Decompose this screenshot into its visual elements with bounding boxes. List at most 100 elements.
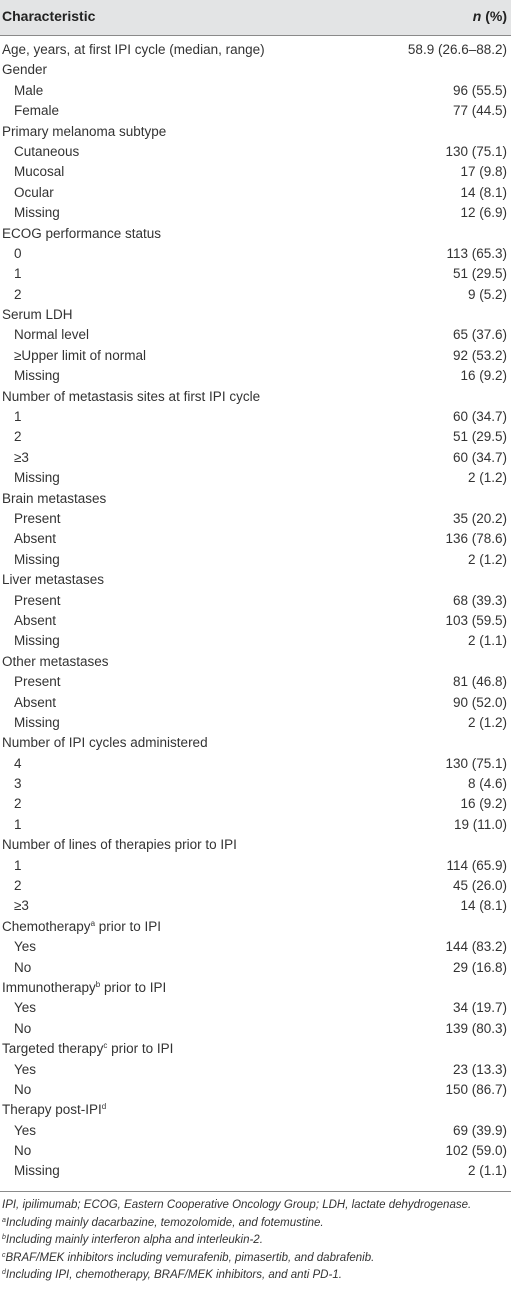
row-value: 96 (55.5) [452,82,507,98]
row-value: 113 (65.3) [446,245,507,261]
row-label-text: Therapy post-IPI [2,1102,102,1118]
header-characteristic: Characteristic [2,8,96,24]
row-label-text: Missing [14,1163,60,1179]
row-value: 16 (9.2) [460,368,507,384]
footnote-text: Including mainly dacarbazine, temozolomi… [5,1216,324,1229]
table-section-row: Number of lines of therapies prior to IP… [0,835,511,855]
table-row: 1 19 (11.0) [0,815,511,835]
table-body: Age, years, at first IPI cycle (median, … [0,40,511,1182]
row-value: 45 (26.0) [452,878,507,894]
row-label-text: Female [14,103,60,119]
row-label-text: Male [14,82,44,98]
row-label: 3 [14,774,22,794]
row-label-text: Present [14,510,61,526]
row-value: 19 (11.0) [453,816,507,832]
table-section-row: Therapy post-IPId [0,1100,511,1120]
row-label: Primary melanoma subtype [2,122,166,142]
row-value: 14 (8.1) [460,898,507,914]
row-value: 77 (44.5) [452,103,507,119]
table-row: Missing 2 (1.2) [0,713,511,733]
row-label-text: 1 [14,816,22,832]
table-section-row: Liver metastases [0,570,511,590]
row-label: Age, years, at first IPI cycle (median, … [2,40,265,60]
row-value: 150 (86.7) [445,1081,507,1097]
table-row: 4 130 (75.1) [0,754,511,774]
row-value: 60 (34.7) [452,409,507,425]
row-label: ECOG performance status [2,224,161,244]
footnote-marker: b [95,979,101,989]
table-bottom-rule [0,1191,511,1192]
row-label: 4 [14,754,22,774]
footnote-text: Including IPI, chemotherapy, BRAF/MEK in… [5,1269,342,1281]
row-label: Number of IPI cycles administered [2,733,208,753]
row-value: 8 (4.6) [467,776,507,792]
row-value: 130 (75.1) [445,755,507,771]
row-label: No [14,1141,31,1161]
row-label: Mucosal [14,162,64,182]
table-row: 2 45 (26.0) [0,876,511,896]
row-label: Absent [14,529,56,549]
row-label: Yes [14,998,36,1018]
row-value: 17 (9.8) [460,164,507,180]
table-row: Yes 34 (19.7) [0,998,511,1018]
row-label: Female [14,101,59,121]
table-row: Normal level 65 (37.6) [0,325,511,345]
row-label-text: 1 [14,857,22,873]
table-row: No 102 (59.0) [0,1141,511,1161]
row-value: 14 (8.1) [460,184,507,200]
row-label: Targeted therapyc prior to IPI [2,1039,173,1059]
row-label: Missing [14,631,60,651]
footnote: cBRAF/MEK inhibitors including vemurafen… [2,1250,502,1268]
row-label-text: Liver metastases [2,572,105,588]
row-label-text: 2 [14,796,22,812]
row-label: Chemotherapya prior to IPI [2,917,161,937]
table-row: Missing 2 (1.1) [0,631,511,651]
footnote: dIncluding IPI, chemotherapy, BRAF/MEK i… [2,1267,502,1285]
row-label-text: Number of lines of therapies prior to IP… [2,837,237,853]
header-n-rest: (%) [481,8,507,24]
row-value: 34 (19.7) [452,1000,507,1016]
row-label-text: Missing [14,368,60,384]
row-label: Gender [2,60,47,80]
table-row: 1 60 (34.7) [0,407,511,427]
row-label-text: 1 [14,409,22,425]
table-section-row: Chemotherapya prior to IPI [0,917,511,937]
row-label-text: 4 [14,755,22,771]
row-value: 2 (1.1) [467,633,507,649]
row-label-text: Mucosal [14,164,65,180]
row-value: 102 (59.0) [445,1143,507,1159]
row-value: 2 (1.2) [467,714,507,730]
row-label: Present [14,509,61,529]
row-label: Number of metastasis sites at first IPI … [2,387,260,407]
table-row: Absent 136 (78.6) [0,529,511,549]
row-label: Missing [14,366,60,386]
row-label-text: Missing [14,551,60,567]
table-row: 2 9 (5.2) [0,285,511,305]
row-value: 90 (52.0) [452,694,507,710]
row-label: Number of lines of therapies prior to IP… [2,835,237,855]
table-row: 3 8 (4.6) [0,774,511,794]
row-label: Normal level [14,325,89,345]
row-label: Liver metastases [2,570,104,590]
table-row: Male 96 (55.5) [0,81,511,101]
row-label: Immunotherapyb prior to IPI [2,978,166,998]
row-value: 9 (5.2) [467,286,507,302]
row-label-text: Missing [14,714,60,730]
row-value: 65 (37.6) [452,327,507,343]
row-label-text: Yes [14,1122,37,1138]
row-value: 2 (1.2) [467,470,507,486]
row-label-text: ECOG performance status [2,225,162,241]
row-label: Cutaneous [14,142,79,162]
footnote-marker: b [2,1234,6,1241]
row-label: ≥3 [14,896,29,916]
row-value: 69 (39.9) [452,1122,507,1138]
table-row: 1 51 (29.5) [0,264,511,284]
table-row: ≥3 14 (8.1) [0,896,511,916]
row-value: 12 (6.9) [460,205,507,221]
row-label: 2 [14,876,22,896]
row-value: 23 (13.3) [452,1061,507,1077]
row-label: No [14,1080,31,1100]
row-label-text: Normal level [14,327,90,343]
row-label-text: ≥3 [14,449,29,465]
